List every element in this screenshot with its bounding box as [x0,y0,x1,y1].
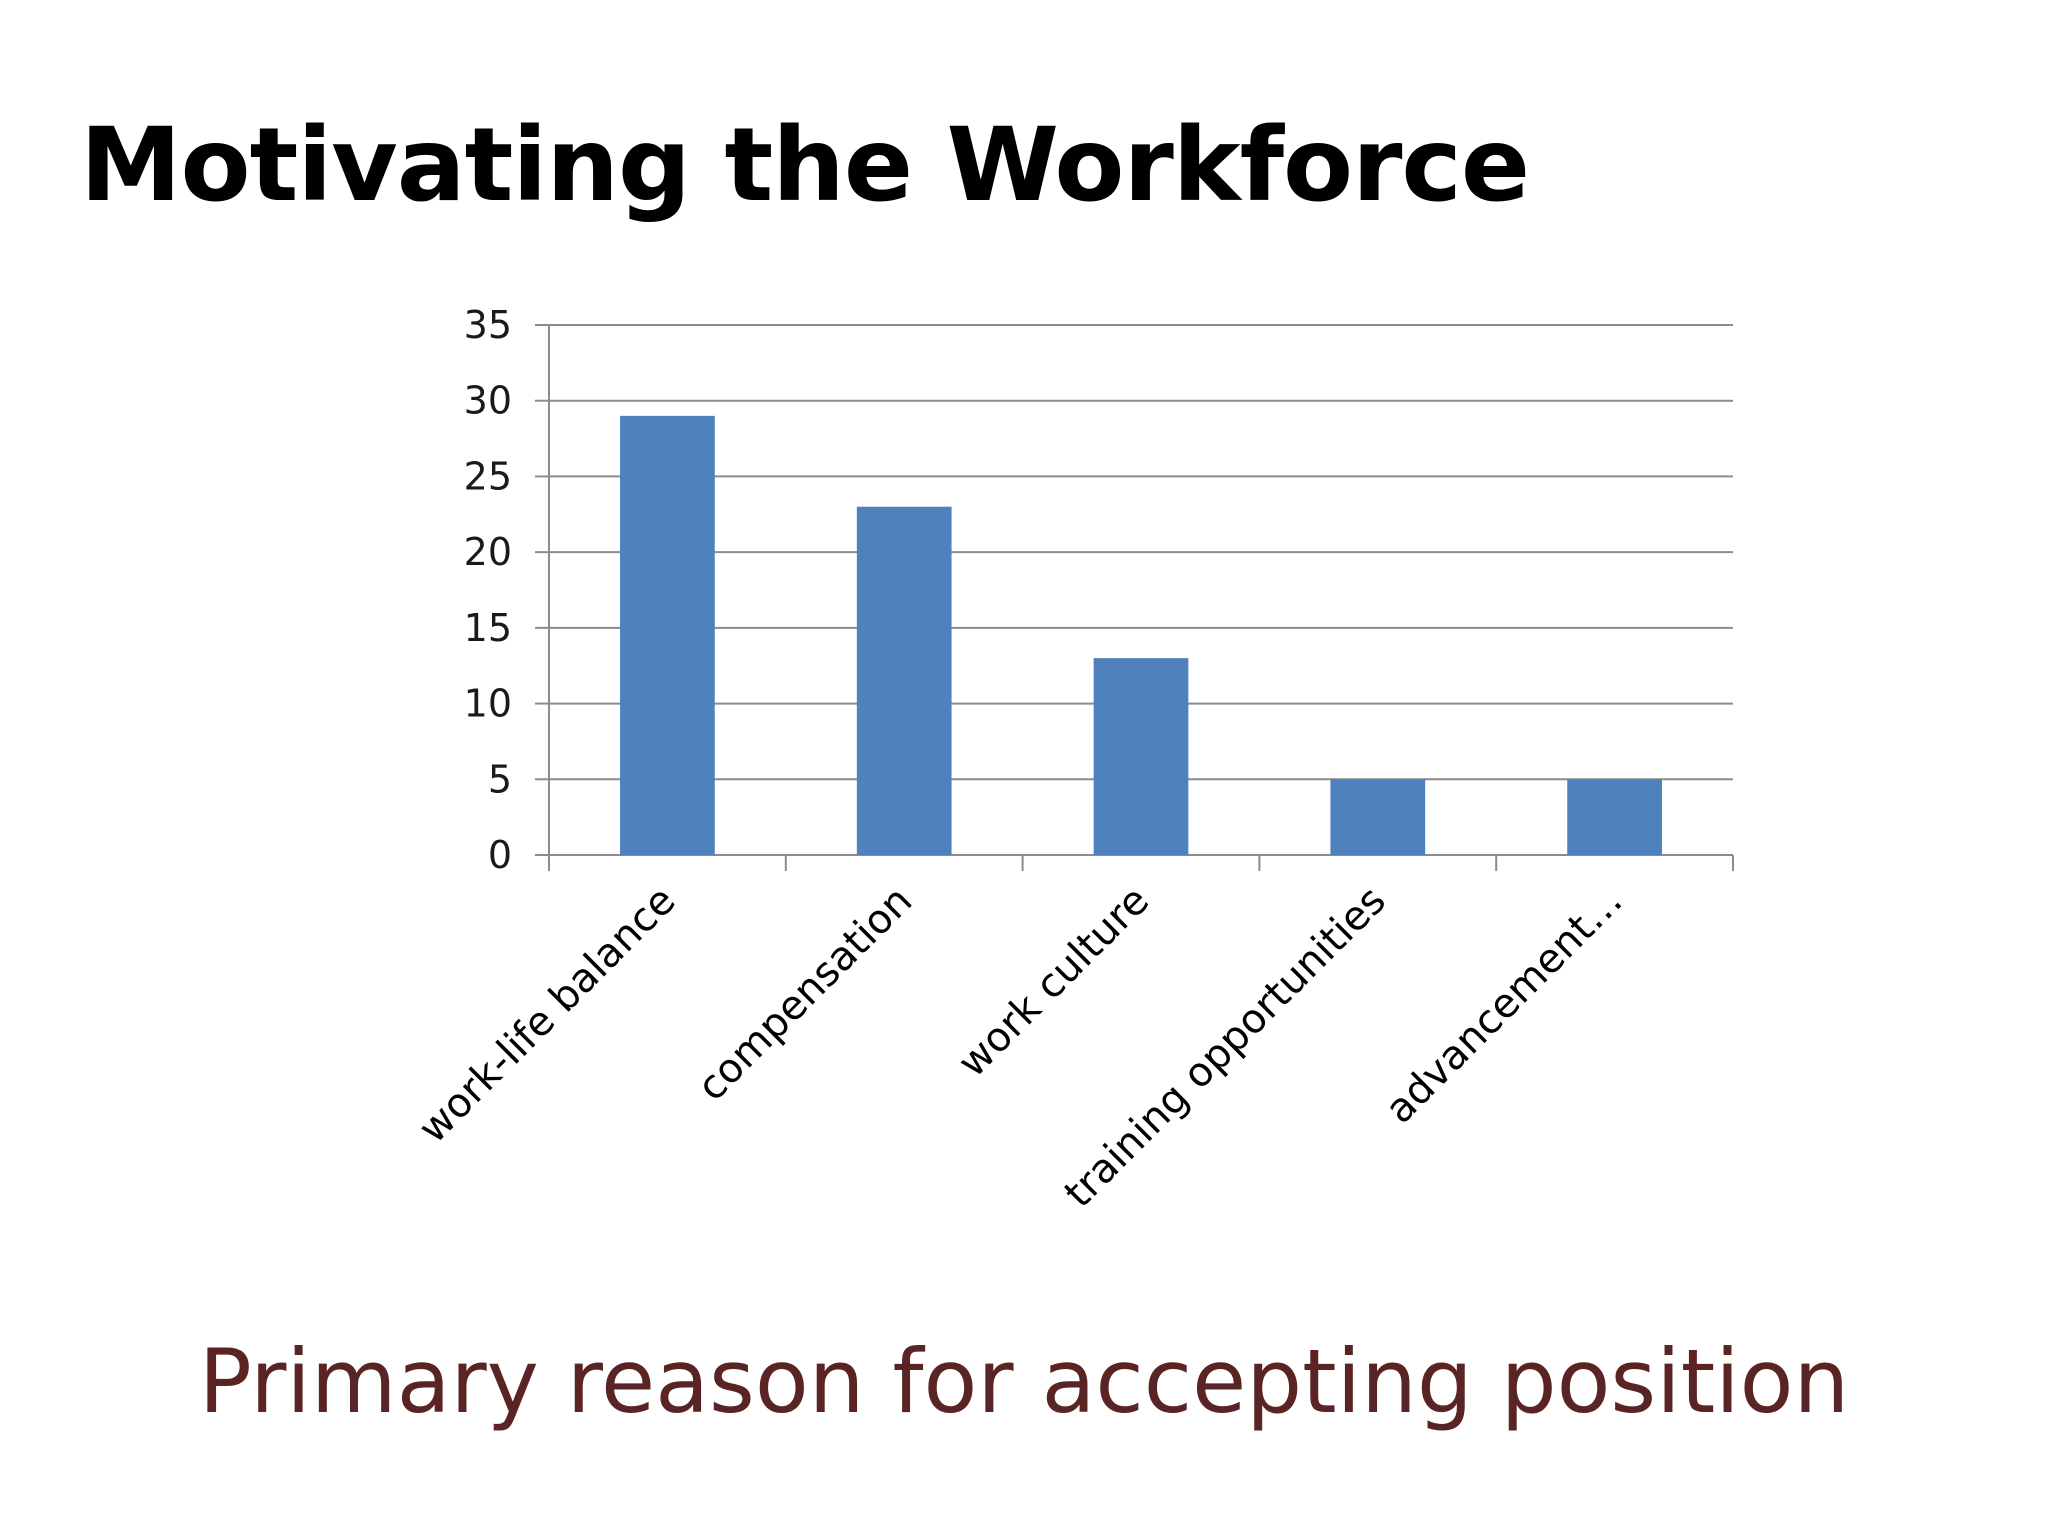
y-tick-label: 20 [464,530,512,574]
bar [856,506,952,855]
x-category-label: advancement… [1377,878,1632,1133]
y-tick-label: 10 [464,682,512,726]
x-category-label: work-life balance [410,878,685,1153]
slide-title: Motivating the Workforce [80,106,1530,225]
x-category-label: compensation [689,878,921,1110]
y-tick-label: 25 [464,454,512,498]
bar [1093,658,1189,855]
y-tick-labels: 0 5 10 15 20 25 30 35 [464,303,512,877]
y-tick-label: 15 [464,606,512,650]
y-tick-label: 30 [464,379,512,423]
bar [1567,779,1662,855]
x-category-labels: work-life balance compensation work cultur… [410,878,1632,1217]
bar [1330,779,1426,855]
x-category-label: work culture [949,878,1158,1087]
y-tick-label: 0 [488,833,512,877]
slide-caption: Primary reason for accepting position [198,1330,1850,1433]
y-tick-label: 35 [464,303,512,347]
bar [620,415,715,855]
bars [620,415,1662,855]
y-tick-label: 5 [488,757,512,801]
